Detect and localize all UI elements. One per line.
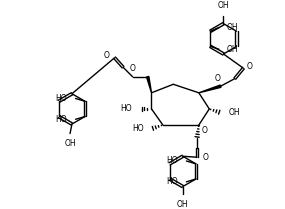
Text: OH: OH — [228, 108, 240, 117]
Text: OH: OH — [227, 23, 238, 32]
Text: O: O — [203, 153, 209, 162]
Text: HO: HO — [56, 115, 67, 124]
Text: HO: HO — [120, 104, 132, 113]
Text: HO: HO — [166, 177, 178, 186]
Text: OH: OH — [218, 1, 229, 10]
Text: OH: OH — [177, 200, 189, 209]
Text: O: O — [202, 126, 207, 135]
Text: O: O — [130, 64, 135, 73]
Text: OH: OH — [64, 139, 76, 148]
Text: O: O — [246, 62, 252, 71]
Text: HO: HO — [132, 124, 144, 133]
Polygon shape — [199, 85, 221, 93]
Text: OH: OH — [227, 45, 238, 54]
Text: O: O — [104, 51, 110, 60]
Polygon shape — [146, 76, 152, 93]
Text: HO: HO — [166, 157, 178, 166]
Text: HO: HO — [56, 94, 67, 103]
Text: O: O — [215, 74, 221, 83]
